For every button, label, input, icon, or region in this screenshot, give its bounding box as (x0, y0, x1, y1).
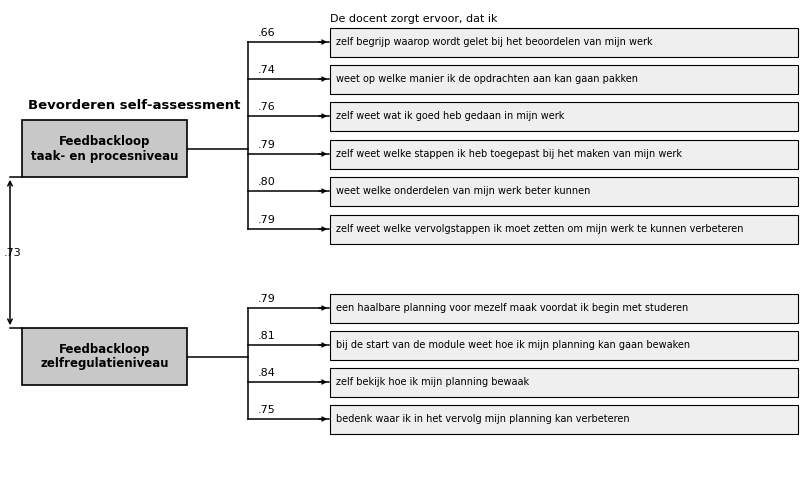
Text: zelf weet welke stappen ik heb toegepast bij het maken van mijn werk: zelf weet welke stappen ik heb toegepast… (336, 149, 681, 159)
Text: .80: .80 (258, 177, 276, 187)
Text: Feedbackloop
taak- en procesniveau: Feedbackloop taak- en procesniveau (31, 134, 178, 162)
Bar (329, 28, 797, 57)
Text: weet welke onderdelen van mijn werk beter kunnen: weet welke onderdelen van mijn werk bete… (336, 186, 590, 196)
Text: zelf weet wat ik goed heb gedaan in mijn werk: zelf weet wat ik goed heb gedaan in mijn… (336, 111, 564, 121)
Text: zelf begrijp waarop wordt gelet bij het beoordelen van mijn werk: zelf begrijp waarop wordt gelet bij het … (336, 37, 652, 47)
Text: .79: .79 (258, 294, 276, 304)
Text: zelf weet welke vervolgstappen ik moet zetten om mijn werk te kunnen verbeteren: zelf weet welke vervolgstappen ik moet z… (336, 224, 743, 234)
Text: .81: .81 (258, 331, 276, 341)
Bar (329, 214, 797, 243)
Text: bedenk waar ik in het vervolg mijn planning kan verbeteren: bedenk waar ik in het vervolg mijn plann… (336, 414, 629, 424)
Bar (329, 368, 797, 396)
Bar (329, 102, 797, 130)
Text: .74: .74 (258, 65, 276, 75)
Text: .73: .73 (4, 247, 22, 258)
Text: .79: .79 (258, 215, 276, 225)
Bar (329, 331, 797, 360)
Bar (329, 404, 797, 433)
Bar (329, 176, 797, 205)
Text: .76: .76 (258, 102, 276, 112)
Text: Feedbackloop
zelfregulatieniveau: Feedbackloop zelfregulatieniveau (41, 343, 169, 371)
Bar (22, 120, 187, 177)
Text: bij de start van de module weet hoe ik mijn planning kan gaan bewaken: bij de start van de module weet hoe ik m… (336, 340, 689, 350)
Bar (329, 294, 797, 323)
Text: een haalbare planning voor mezelf maak voordat ik begin met studeren: een haalbare planning voor mezelf maak v… (336, 303, 688, 313)
Text: zelf bekijk hoe ik mijn planning bewaak: zelf bekijk hoe ik mijn planning bewaak (336, 377, 529, 387)
Text: .66: .66 (258, 28, 275, 38)
Bar (22, 328, 187, 385)
Text: De docent zorgt ervoor, dat ik: De docent zorgt ervoor, dat ik (329, 14, 497, 24)
Text: .84: .84 (258, 368, 276, 378)
Text: weet op welke manier ik de opdrachten aan kan gaan pakken: weet op welke manier ik de opdrachten aa… (336, 74, 637, 84)
Text: .75: .75 (258, 405, 276, 415)
Bar (329, 65, 797, 94)
Bar (329, 139, 797, 168)
Text: Bevorderen self-assessment: Bevorderen self-assessment (28, 99, 240, 112)
Text: .79: .79 (258, 140, 276, 150)
